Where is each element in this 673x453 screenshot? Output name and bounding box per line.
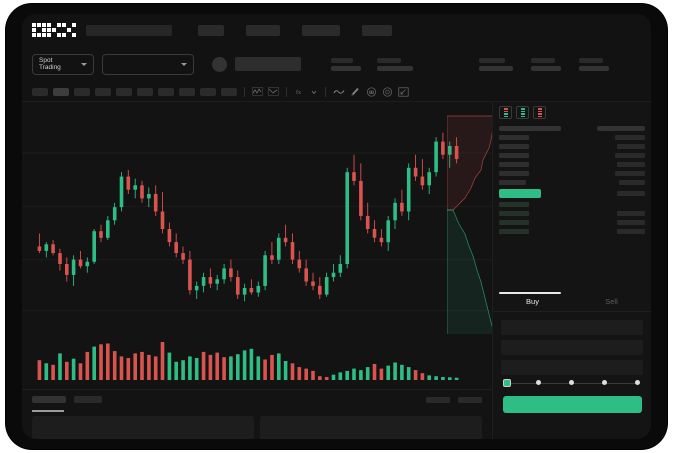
- trade-form-panel: Buy Sell: [492, 292, 651, 439]
- active-tab-underline: [32, 410, 64, 412]
- order-amount-field[interactable]: [501, 340, 643, 355]
- nav-item-1[interactable]: [246, 24, 280, 36]
- device-frame: Spot Trading: [6, 4, 667, 449]
- orders-table-block: [32, 416, 254, 439]
- chart-type-line-icon[interactable]: [333, 87, 345, 96]
- timeframe-button-6[interactable]: [158, 87, 174, 96]
- chevron-down-icon: [81, 62, 87, 66]
- bottom-action-0[interactable]: [426, 397, 450, 403]
- market-stat: [579, 57, 609, 71]
- slider-stop-100[interactable]: [635, 380, 640, 385]
- indicators-icon[interactable]: [252, 87, 263, 96]
- order-price-field[interactable]: [501, 320, 643, 335]
- trading-pair-dropdown[interactable]: [102, 53, 194, 75]
- toolbar-divider: [286, 86, 287, 97]
- top-navigation-bar: [22, 14, 651, 46]
- candlestick-chart[interactable]: [22, 102, 492, 334]
- order-book-view-modes: [499, 106, 645, 119]
- global-search-input[interactable]: [86, 24, 172, 36]
- buy-sell-tabs: Buy Sell: [493, 292, 651, 312]
- order-book-ask-row[interactable]: [499, 160, 645, 169]
- active-tab-underline: [499, 292, 561, 294]
- app-screen: Spot Trading: [22, 14, 651, 439]
- order-book-bid-row[interactable]: [499, 209, 645, 218]
- market-type-dropdown[interactable]: Spot Trading: [32, 53, 94, 75]
- market-stat: [331, 57, 361, 71]
- orderbook-mode-both-icon[interactable]: [499, 106, 512, 119]
- order-book-panel: [492, 102, 651, 292]
- order-book-header: [499, 124, 645, 133]
- positions-table-block: [260, 416, 482, 439]
- coin-avatar-icon: [212, 56, 227, 72]
- market-type-label: Spot Trading: [39, 57, 61, 71]
- trend-line-icon[interactable]: [268, 87, 279, 96]
- bottom-panel-actions: [426, 397, 482, 403]
- bottom-content: [22, 416, 492, 439]
- measure-icon[interactable]: [350, 87, 361, 97]
- snapshot-camera-icon[interactable]: [366, 86, 377, 97]
- timeframe-button-1[interactable]: [53, 87, 69, 96]
- order-book-rows: [499, 124, 645, 236]
- okx-logo-icon[interactable]: [32, 23, 76, 37]
- order-book-ask-row[interactable]: [499, 142, 645, 151]
- toolbar-divider: [244, 86, 245, 97]
- timeframe-button-3[interactable]: [95, 87, 111, 96]
- order-total-field[interactable]: [501, 360, 643, 375]
- orderbook-mode-asks-only-icon[interactable]: [533, 106, 546, 119]
- settings-gear-icon[interactable]: [382, 86, 393, 97]
- slider-handle[interactable]: [503, 379, 511, 387]
- chevron-down-icon: [181, 62, 187, 66]
- toolbar-divider: [325, 86, 326, 97]
- slider-stop-75[interactable]: [602, 380, 607, 385]
- order-book-ask-row[interactable]: [499, 151, 645, 160]
- market-stat: [531, 57, 561, 71]
- chevron-down-icon[interactable]: [310, 88, 318, 96]
- order-book-bid-row[interactable]: [499, 200, 645, 209]
- timeframe-button-7[interactable]: [179, 87, 195, 96]
- chart-canvas: [22, 132, 492, 312]
- market-stat: [377, 57, 413, 71]
- timeframe-button-9[interactable]: [221, 87, 237, 96]
- tab-sell[interactable]: Sell: [605, 297, 618, 306]
- orderbook-last-price: [499, 187, 645, 200]
- svg-text:fx: fx: [296, 89, 301, 96]
- last-price-display: [235, 57, 301, 71]
- order-book-ask-row[interactable]: [499, 169, 645, 178]
- order-book-bid-row[interactable]: [499, 227, 645, 236]
- orders-bottom-panel: [22, 389, 492, 439]
- bottom-tab-open-orders[interactable]: [32, 396, 66, 403]
- compare-icon[interactable]: fx: [294, 87, 305, 96]
- bottom-tabs: [22, 390, 492, 412]
- bottom-tab-order-history[interactable]: [74, 396, 102, 403]
- tab-buy[interactable]: Buy: [526, 297, 539, 306]
- timeframe-button-4[interactable]: [116, 87, 132, 96]
- order-book-bid-row[interactable]: [499, 218, 645, 227]
- timeframe-button-5[interactable]: [137, 87, 153, 96]
- orderbook-mode-bids-only-icon[interactable]: [516, 106, 529, 119]
- volume-histogram: [22, 334, 492, 389]
- slider-stop-50[interactable]: [569, 380, 574, 385]
- order-book-ask-row[interactable]: [499, 178, 645, 187]
- market-stat: [479, 57, 513, 71]
- depth-profile-overlay: [447, 114, 497, 344]
- bottom-action-1[interactable]: [458, 397, 482, 403]
- chart-toolbar: fx: [22, 82, 651, 102]
- timeframe-button-8[interactable]: [200, 87, 216, 96]
- place-buy-order-button[interactable]: [503, 396, 642, 413]
- market-pair-bar: Spot Trading: [22, 46, 651, 82]
- timeframe-button-0[interactable]: [32, 87, 48, 96]
- nav-item-2[interactable]: [302, 24, 340, 36]
- timeframe-button-2[interactable]: [74, 87, 90, 96]
- order-book-ask-row[interactable]: [499, 133, 645, 142]
- order-percent-slider[interactable]: [503, 378, 642, 388]
- nav-item-0[interactable]: [198, 24, 224, 36]
- fullscreen-icon[interactable]: [398, 86, 409, 97]
- slider-stop-25[interactable]: [536, 380, 541, 385]
- nav-item-3[interactable]: [362, 24, 392, 36]
